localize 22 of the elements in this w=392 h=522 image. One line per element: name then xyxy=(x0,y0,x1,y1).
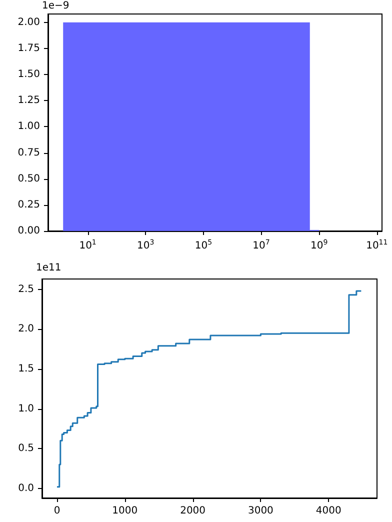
x-tick-label: 3000 xyxy=(248,506,274,516)
y-tick-label: 0.5 xyxy=(18,443,34,454)
y-tick-label: 0.25 xyxy=(18,199,40,210)
y-tick-label: 0.50 xyxy=(18,173,40,184)
y-tick-label: 1.5 xyxy=(18,363,34,374)
y-tick-label: 0.0 xyxy=(18,482,34,494)
text: 1e11 xyxy=(36,262,62,274)
y-tick-label: 2.5 xyxy=(18,284,34,295)
y-tick-label: 2.0 xyxy=(18,324,34,335)
y-tick-label: 2.00 xyxy=(18,16,40,28)
y-tick-label: 0.75 xyxy=(18,147,40,158)
x-tick-label: 4000 xyxy=(316,506,342,516)
x-tick-label: 0 xyxy=(54,506,60,516)
y-tick-label: 0.00 xyxy=(18,226,40,236)
x-tick-label: 2000 xyxy=(180,506,206,516)
y-tick-label: 1.50 xyxy=(18,69,40,80)
y-tick-label: 1.75 xyxy=(18,42,40,54)
text: 1e−9 xyxy=(42,0,70,12)
x-tick-label: 1000 xyxy=(112,506,138,516)
y-tick-label: 1.25 xyxy=(18,95,40,106)
y-tick-label: 1.00 xyxy=(18,121,40,132)
y-tick-label: 1.0 xyxy=(18,403,34,414)
